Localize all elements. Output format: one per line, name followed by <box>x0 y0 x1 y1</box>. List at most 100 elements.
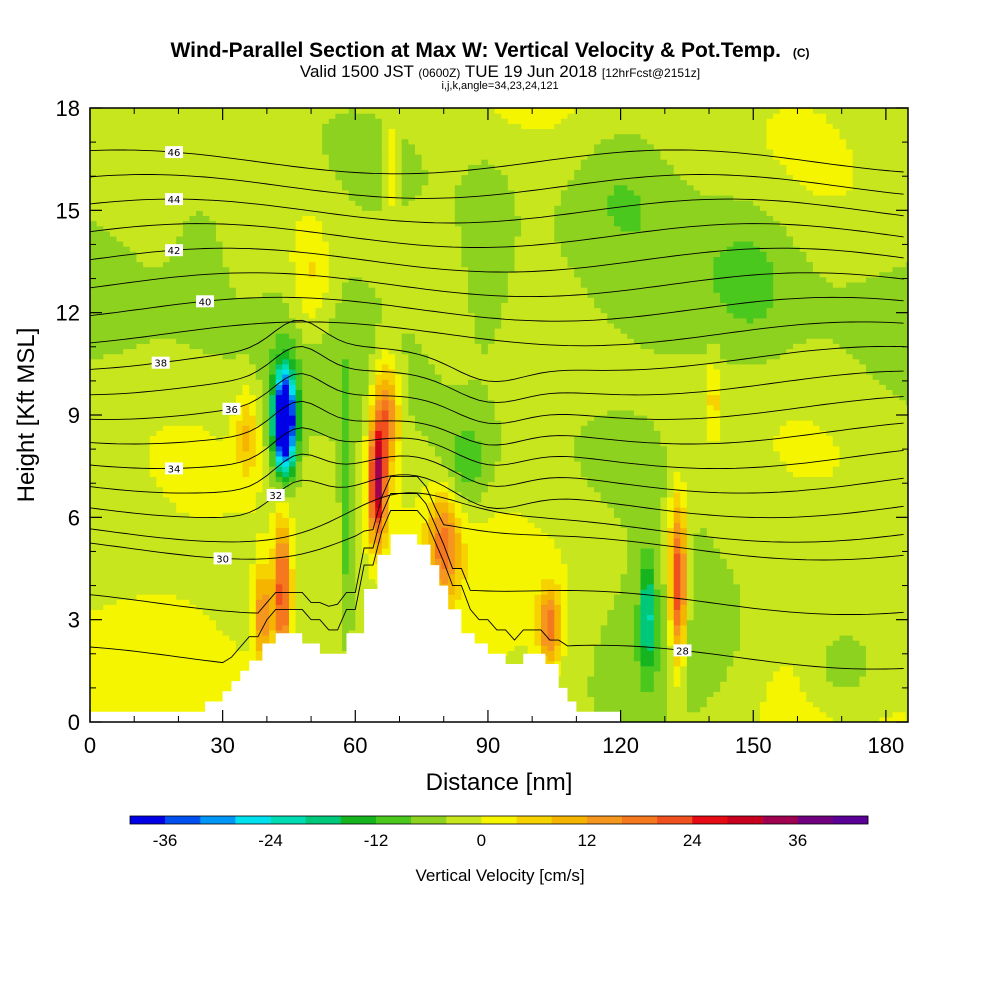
velocity-cell <box>375 404 383 411</box>
x-tick-label: 90 <box>476 733 500 758</box>
velocity-cell <box>289 481 303 488</box>
velocity-cell <box>375 496 383 503</box>
velocity-cell <box>395 164 403 170</box>
velocity-cell <box>640 650 655 657</box>
velocity-cell <box>680 578 688 585</box>
velocity-cell <box>640 670 655 677</box>
velocity-cell <box>90 701 297 708</box>
theta-contour-37 <box>90 346 904 404</box>
velocity-cell <box>633 645 642 651</box>
velocity-cell <box>235 420 257 426</box>
velocity-cell <box>275 527 290 534</box>
velocity-cell <box>660 558 668 564</box>
velocity-cell <box>686 696 708 703</box>
velocity-cell <box>680 496 688 503</box>
velocity-cell <box>667 635 675 641</box>
velocity-cell <box>720 389 894 396</box>
velocity-cell <box>395 399 403 406</box>
velocity-cell <box>289 573 297 580</box>
velocity-cell <box>149 450 237 457</box>
velocity-cell <box>428 353 721 360</box>
velocity-cell <box>275 486 297 493</box>
velocity-cell <box>421 619 535 626</box>
velocity-cell <box>375 532 383 539</box>
velocity-cell <box>534 594 542 600</box>
velocity-cell <box>388 496 403 503</box>
velocity-cell <box>667 665 675 672</box>
velocity-cell <box>660 537 668 544</box>
velocity-cell <box>653 563 661 570</box>
velocity-cell <box>468 302 502 309</box>
velocity-cell <box>295 522 343 529</box>
velocity-cell <box>686 594 695 600</box>
velocity-cell <box>773 302 908 309</box>
velocity-cell <box>395 368 409 375</box>
velocity-cell <box>395 148 403 155</box>
velocity-cell <box>428 512 436 518</box>
velocity-cell <box>740 629 908 636</box>
velocity-cell <box>852 174 908 181</box>
velocity-cell <box>640 645 648 651</box>
velocity-cell <box>693 573 734 580</box>
velocity-cell <box>587 681 642 687</box>
velocity-cell <box>686 502 908 508</box>
velocity-cell <box>90 665 277 672</box>
velocity-cell <box>308 312 317 319</box>
velocity-cell <box>90 143 323 150</box>
velocity-cell <box>866 650 908 657</box>
velocity-cell <box>275 629 290 636</box>
velocity-cell <box>255 542 277 549</box>
velocity-cell <box>289 609 297 616</box>
velocity-cell <box>454 210 516 216</box>
velocity-cell <box>295 471 303 477</box>
velocity-cell <box>474 328 496 334</box>
velocity-cell <box>686 573 695 580</box>
velocity-cell <box>90 660 257 667</box>
velocity-cell <box>600 716 668 722</box>
velocity-cell <box>660 619 668 626</box>
velocity-cell <box>421 154 588 160</box>
velocity-cell <box>846 282 908 288</box>
velocity-cell <box>680 542 688 549</box>
velocity-cell <box>275 558 290 564</box>
velocity-cell <box>328 241 462 247</box>
velocity-cell <box>249 353 270 360</box>
velocity-cell <box>494 655 535 662</box>
velocity-cell <box>269 450 277 457</box>
velocity-cell <box>395 430 403 436</box>
velocity-cell <box>149 455 237 462</box>
velocity-cell <box>388 445 396 452</box>
velocity-cell <box>388 148 396 155</box>
velocity-cell <box>302 389 343 396</box>
velocity-cell <box>686 522 908 529</box>
velocity-cell <box>673 553 681 559</box>
theta-contour-34 <box>90 427 904 470</box>
velocity-cell <box>381 184 389 191</box>
velocity-cell <box>766 691 807 697</box>
velocity-cell <box>468 164 496 170</box>
velocity-cell <box>381 317 476 324</box>
velocity-cell <box>773 276 827 283</box>
velocity-cell <box>136 256 171 263</box>
velocity-cell <box>342 445 350 452</box>
velocity-cell <box>90 230 111 237</box>
velocity-cell <box>620 522 661 529</box>
velocity-cell <box>242 409 250 416</box>
velocity-cell <box>348 420 363 426</box>
velocity-cell <box>295 491 336 498</box>
velocity-cell <box>196 604 250 610</box>
velocity-cell <box>90 435 151 442</box>
theta-label-28: 28 <box>673 644 692 657</box>
velocity-cell <box>693 558 728 564</box>
velocity-cell <box>295 420 303 426</box>
velocity-cell <box>680 604 688 610</box>
x-tick-label: 30 <box>210 733 234 758</box>
velocity-cell <box>607 614 635 621</box>
velocity-cell <box>249 404 257 411</box>
velocity-cell <box>90 568 250 575</box>
velocity-cell <box>289 409 297 416</box>
velocity-cell <box>348 404 363 411</box>
velocity-cell <box>680 522 688 529</box>
velocity-cell <box>381 415 389 421</box>
velocity-cell <box>302 333 323 339</box>
